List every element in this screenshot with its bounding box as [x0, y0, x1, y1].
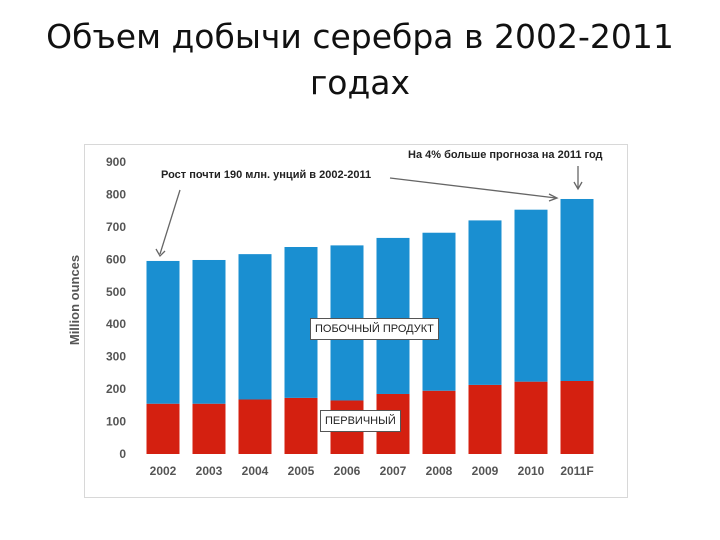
- chart-title: Объем добычи серебра в 2002-2011 годах: [0, 14, 720, 106]
- legend-primary: ПЕРВИЧНЫЙ: [320, 410, 401, 432]
- title-line-1: Объем добычи серебра в 2002-2011: [46, 17, 674, 56]
- x-tick-label: 2007: [380, 464, 407, 478]
- bar-segment-primary: [146, 403, 180, 454]
- y-tick-label: 900: [106, 155, 126, 169]
- title-line-2: годах: [309, 63, 411, 102]
- right-arrow-long-head: [548, 193, 559, 202]
- bar-segment-primary: [422, 390, 456, 454]
- bar-segment-primary: [514, 381, 548, 454]
- x-tick-label: 2010: [518, 464, 545, 478]
- x-tick-label: 2002: [150, 464, 177, 478]
- y-axis-label: Million ounces: [67, 255, 82, 345]
- bar-segment-primary: [560, 381, 594, 454]
- y-tick-label: 300: [106, 350, 126, 364]
- y-tick-label: 800: [106, 187, 126, 201]
- y-tick-label: 600: [106, 252, 126, 266]
- legend-byproduct: ПОБОЧНЫЙ ПРОДУКТ: [310, 318, 439, 340]
- bar-segment-byproduct: [146, 260, 180, 404]
- x-tick-label: 2011F: [560, 464, 593, 478]
- x-tick-label: 2008: [426, 464, 453, 478]
- bar-segment-primary: [192, 403, 226, 454]
- bar-segment-byproduct: [560, 198, 594, 381]
- annotation-right: На 4% больше прогноза на 2011 год: [408, 149, 603, 161]
- x-tick-label: 2003: [196, 464, 223, 478]
- x-tick-label: 2006: [334, 464, 361, 478]
- right-arrow-down-head: [573, 181, 583, 191]
- bar-segment-byproduct: [376, 237, 410, 394]
- y-tick-label: 200: [106, 382, 126, 396]
- bar-segment-byproduct: [192, 259, 226, 404]
- bar-segment-primary: [284, 397, 318, 454]
- bar-segment-byproduct: [238, 254, 272, 400]
- y-tick-label: 0: [119, 447, 126, 461]
- x-tick-label: 2005: [288, 464, 315, 478]
- bar-segment-byproduct: [514, 209, 548, 382]
- x-tick-label: 2004: [242, 464, 269, 478]
- bar-segment-byproduct: [422, 232, 456, 391]
- chart-frame: [84, 144, 628, 498]
- y-tick-label: 500: [106, 285, 126, 299]
- x-axis-ticks: 2002 2003 2004 2005 2006 2007 2008 2009 2010 2011…: [150, 464, 594, 478]
- left-arrow: [159, 189, 181, 255]
- y-tick-label: 400: [106, 317, 126, 331]
- y-tick-label: 100: [106, 415, 126, 429]
- y-axis-ticks: 0 100 200 300 400 500 600 700 800 900: [106, 155, 126, 461]
- y-tick-label: 700: [106, 220, 126, 234]
- right-arrow-long: [389, 177, 557, 199]
- bar-segment-primary: [238, 399, 272, 454]
- bar-segment-primary: [468, 384, 502, 454]
- bar-segment-byproduct: [468, 220, 502, 385]
- x-tick-label: 2009: [472, 464, 499, 478]
- annotation-left: Рост почти 190 млн. унций в 2002-2011: [161, 169, 372, 181]
- left-arrow-head: [155, 248, 166, 258]
